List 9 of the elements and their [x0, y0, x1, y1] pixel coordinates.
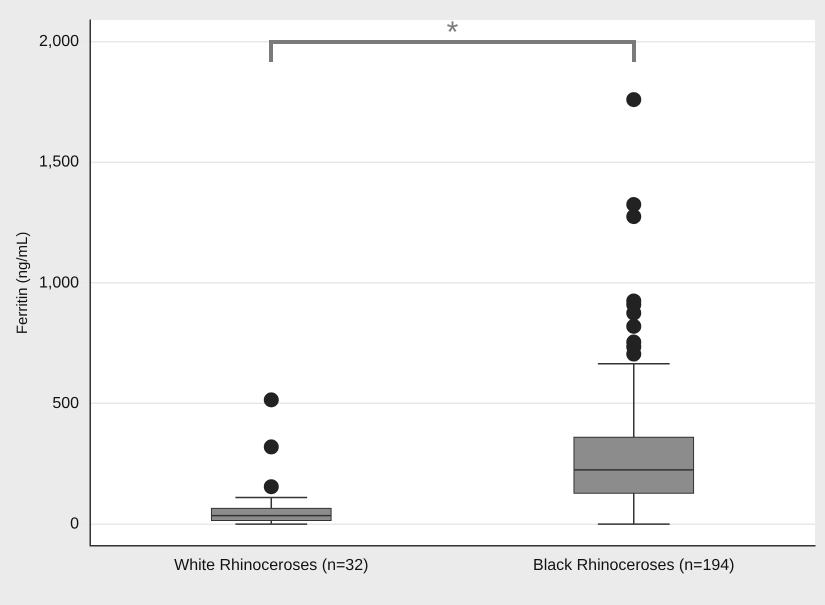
y-tick-label: 2,000 — [38, 33, 80, 50]
y-axis-title: Ferritin (ng/mL) — [14, 232, 32, 334]
y-tick-label: 1,500 — [38, 154, 80, 171]
y-tick-label: 1,000 — [38, 274, 80, 292]
x-tick-label: White Rhinoceroses (n=32) — [174, 556, 368, 574]
x-tick-label: Black Rhinoceroses (n=194) — [533, 556, 734, 574]
y-tick-label: 0 — [70, 516, 80, 532]
y-tick-label: 500 — [52, 394, 80, 412]
annotation: * — [446, 16, 458, 49]
